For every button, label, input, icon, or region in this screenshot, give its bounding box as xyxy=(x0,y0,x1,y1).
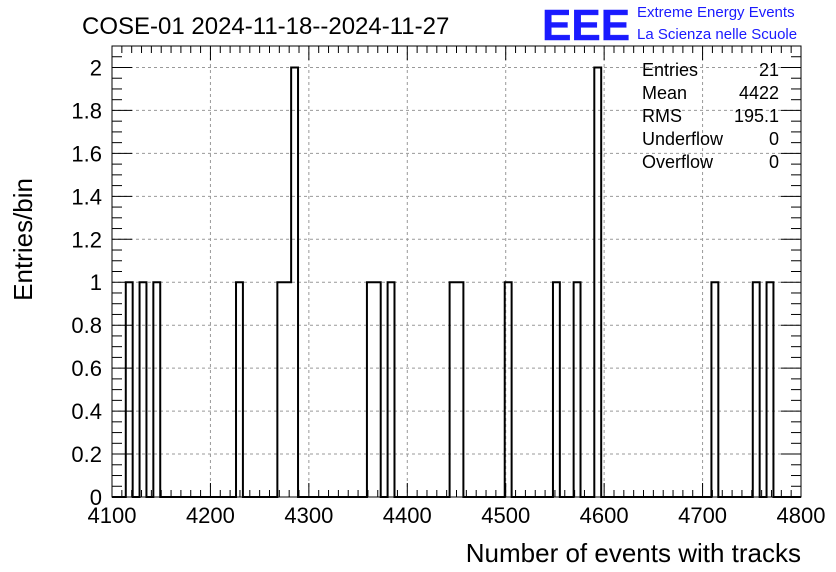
x-tick-labels: 4100 4200 4300 4400 4500 4600 4700 4800 xyxy=(88,503,826,528)
plot-frame xyxy=(111,45,802,498)
stat-label: RMS xyxy=(642,106,682,126)
y-tick-label: 1.4 xyxy=(71,184,102,209)
stat-value: 0 xyxy=(769,129,779,149)
y-tick-label: 0.8 xyxy=(71,313,102,338)
x-tick-label: 4300 xyxy=(284,503,333,528)
logo-mark: EEE xyxy=(542,1,630,50)
x-tick-label: 4600 xyxy=(580,503,629,528)
y-tick-label: 1 xyxy=(90,270,102,295)
stat-value: 195.1 xyxy=(734,106,779,126)
y-tick-label: 1.8 xyxy=(71,98,102,123)
stat-value: 0 xyxy=(769,152,779,172)
logo-line2: La Scienza nelle Scuole xyxy=(637,26,797,43)
axis-ticks xyxy=(111,46,802,498)
y-tick-label: 0.4 xyxy=(71,399,102,424)
y-tick-label: 1.6 xyxy=(71,141,102,166)
x-tick-label: 4500 xyxy=(481,503,530,528)
x-tick-label: 4400 xyxy=(383,503,432,528)
y-tick-label: 0 xyxy=(90,485,102,510)
x-tick-label: 4800 xyxy=(777,503,826,528)
y-tick-label: 0.2 xyxy=(71,442,102,467)
chart-title: COSE-01 2024-11-18--2024-11-27 xyxy=(82,13,449,40)
x-tick-label: 4100 xyxy=(88,503,137,528)
stat-label: Overflow xyxy=(642,152,714,172)
stat-value: 21 xyxy=(759,60,779,80)
y-axis-label: Entries/bin xyxy=(8,178,38,301)
stat-label: Underflow xyxy=(642,129,724,149)
x-axis-label: Number of events with tracks xyxy=(466,538,801,568)
y-tick-labels: 0 0.2 0.4 0.6 0.8 1 1.2 1.4 1.6 1.8 2 xyxy=(71,55,102,510)
stat-label: Entries xyxy=(642,60,698,80)
logo-line1: Extreme Energy Events xyxy=(637,4,795,21)
x-tick-label: 4200 xyxy=(186,503,235,528)
stats-box: Entries 21 Mean 4422 RMS 195.1 Underflow 0 Overf… xyxy=(642,60,779,172)
stat-label: Mean xyxy=(642,83,687,103)
x-tick-label: 4700 xyxy=(678,503,727,528)
stat-value: 4422 xyxy=(739,83,779,103)
y-tick-label: 1.2 xyxy=(71,227,102,252)
y-tick-label: 2 xyxy=(90,55,102,80)
grid-lines xyxy=(112,46,801,497)
y-tick-label: 0.6 xyxy=(71,356,102,381)
